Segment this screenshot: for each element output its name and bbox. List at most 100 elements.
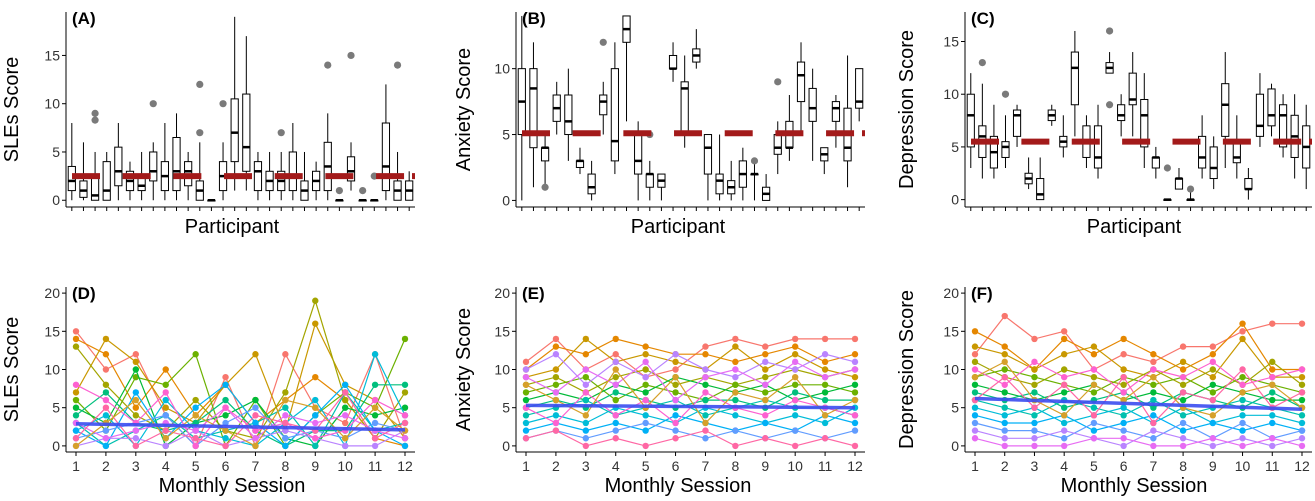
series-point <box>791 343 799 350</box>
series-line <box>75 383 406 447</box>
series-point <box>1209 396 1217 404</box>
box <box>529 68 538 149</box>
series-point <box>851 427 859 434</box>
box <box>288 151 297 192</box>
series-point <box>851 412 859 419</box>
series-point <box>642 381 649 388</box>
series-point <box>791 381 799 388</box>
x-tick-label: 12 <box>847 458 863 474</box>
series-point <box>162 404 169 411</box>
series-point <box>1239 396 1246 404</box>
box <box>1070 51 1079 106</box>
series-point <box>222 435 229 442</box>
series-point <box>132 351 140 358</box>
series-point <box>552 343 560 350</box>
series-point <box>162 381 169 388</box>
box <box>855 68 864 109</box>
series-point <box>282 412 289 419</box>
y-tick-label: 15 <box>943 323 959 339</box>
series-point <box>162 442 169 450</box>
series-point <box>1179 396 1187 404</box>
series-line <box>974 437 1303 447</box>
y-axis-title: SLEs Score <box>1 57 23 163</box>
x-tick-label: 2 <box>552 458 560 474</box>
series-point <box>1298 389 1306 396</box>
series-point <box>312 297 319 304</box>
series-point <box>1031 366 1038 373</box>
y-axis-title: Anxiety Score <box>453 48 475 171</box>
series-point <box>971 328 979 335</box>
series-point <box>732 358 739 366</box>
series-point <box>1001 404 1008 411</box>
series-point <box>1209 381 1217 388</box>
box <box>1012 109 1022 137</box>
y-axis-title: Depression Score <box>896 290 918 449</box>
series-line <box>525 414 856 432</box>
series-point <box>1239 427 1246 434</box>
series-point <box>612 412 619 419</box>
x-tick-label: 5 <box>642 458 650 474</box>
box <box>1174 178 1184 190</box>
series-point <box>522 373 530 381</box>
x-tick-label: 11 <box>818 458 833 474</box>
series-point <box>1239 435 1246 442</box>
x-axis-title: Monthly Session <box>1061 475 1208 497</box>
series-point <box>762 412 769 419</box>
series-point <box>1269 381 1276 388</box>
series-point <box>1298 419 1306 427</box>
series-point <box>1179 427 1187 434</box>
series-point <box>522 419 530 427</box>
x-tick-label: 11 <box>368 458 383 474</box>
panel-a-boxplot-sles: (A) 0 5 10 15 SLEs Score Participant <box>1 9 415 238</box>
series-point <box>1239 419 1246 427</box>
series-point <box>72 396 80 404</box>
series-point <box>252 427 259 434</box>
series-point <box>612 389 619 396</box>
series-point <box>222 412 229 419</box>
series-point <box>162 366 169 373</box>
series-line <box>974 414 1303 432</box>
series-point <box>1179 373 1187 381</box>
series-point <box>1150 442 1157 450</box>
y-tick-label: 10 <box>943 362 959 378</box>
series-point <box>72 389 80 396</box>
series-point <box>612 351 619 358</box>
series-point <box>341 442 349 450</box>
series-point <box>1031 404 1038 411</box>
series-point <box>791 335 799 343</box>
y-tick-label: 5 <box>502 400 510 416</box>
series-point <box>791 427 799 434</box>
x-tick-label: 7 <box>702 458 710 474</box>
series-point <box>1269 320 1276 327</box>
series-line <box>75 399 406 447</box>
series-point <box>672 427 679 434</box>
series-point <box>132 373 140 381</box>
box <box>808 87 817 122</box>
series-point <box>1269 419 1276 427</box>
series-point <box>1209 351 1217 358</box>
series-point <box>851 373 859 381</box>
series-point <box>762 419 769 427</box>
series-point <box>312 396 319 404</box>
y-tick-label: 0 <box>502 192 510 208</box>
series-point <box>72 435 80 442</box>
series-point <box>672 412 679 419</box>
series-point <box>371 404 379 411</box>
series-line <box>525 429 856 447</box>
series-point <box>371 381 379 388</box>
series-point <box>1001 381 1008 388</box>
series-point <box>401 412 409 419</box>
series-point <box>1150 389 1157 396</box>
x-tick-label: 4 <box>612 458 620 474</box>
outlier-point <box>324 61 332 69</box>
series-point <box>282 442 289 450</box>
outlier-point <box>393 61 402 69</box>
series-point <box>971 351 979 358</box>
series-point <box>522 366 530 373</box>
outlier-point <box>359 186 367 195</box>
outlier-point <box>1105 101 1114 109</box>
box <box>1278 104 1288 148</box>
series-point <box>222 442 229 450</box>
series-point <box>102 381 110 388</box>
series-point <box>1209 366 1217 373</box>
